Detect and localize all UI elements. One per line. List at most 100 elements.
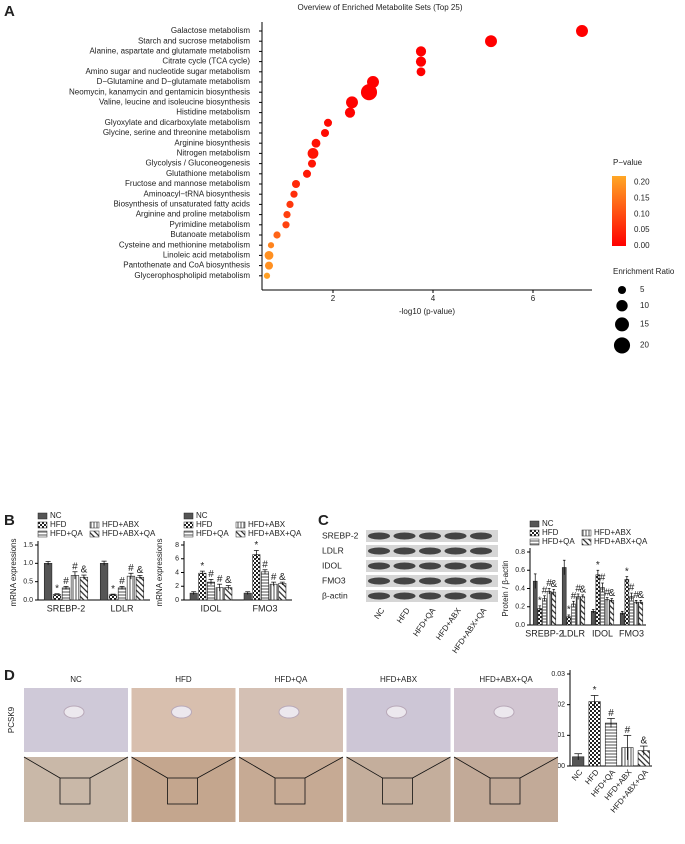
category-label: Valine, leucine and isoleucine biosynthe… [99,98,250,107]
blot-band [393,592,416,600]
bar [638,601,644,626]
significance-mark: * [200,561,204,572]
significance-mark: # [63,576,69,587]
legend-swatch [37,530,48,538]
blot-band [393,547,416,555]
significance-mark: * [593,685,597,696]
bar [609,600,615,626]
significance-mark: & [225,575,232,586]
dot [415,56,427,67]
zoom-line [131,756,168,779]
vessel [171,705,192,719]
blot-band [368,577,390,585]
bar [261,571,269,601]
dot [311,138,321,148]
bar [198,572,207,601]
significance-mark: # [546,578,552,589]
bar [252,554,261,601]
dot [264,261,274,270]
significance-mark: * [567,605,571,616]
y-tick-label: 4 [175,569,179,576]
bar [278,583,287,601]
significance-mark: # [119,576,125,587]
category-label: Nitrogen metabolism [177,149,251,158]
dot [346,96,358,109]
category-label: Butanoate metabolism [170,230,250,239]
bar [604,599,610,626]
significance-mark: # [575,584,581,595]
dot [307,148,319,159]
bar [135,576,145,601]
category-label: Neomycin, kanamycin and gentamicin biosy… [69,87,250,96]
bar [561,567,567,626]
legend-label: NC [196,511,208,520]
legend-swatch [183,530,194,538]
dot [576,25,588,37]
blot-band [470,562,492,570]
zoom-line [304,756,344,779]
vessel [63,705,85,719]
zoom-box [274,777,306,805]
size-legend-dot [615,317,629,332]
legend-swatch [529,538,540,546]
blot-band [393,532,416,540]
image-row-label: PCSK9 [7,706,16,733]
panel-label: A [4,3,15,20]
blot-band [368,562,390,570]
size-legend-label: 10 [640,301,649,310]
size-legend-label: 15 [640,320,649,329]
micrograph-low [346,757,451,822]
dot [283,211,291,219]
size-legend-title: Enrichment Ratio [613,267,675,276]
significance-mark: # [633,590,639,601]
x-tick-label: LDLR [562,628,586,638]
significance-mark: # [128,563,134,574]
legend-label: HFD+ABX+QA [594,537,648,546]
y-tick-label: 1.5 [23,542,33,549]
legend-label: HFD+QA [196,529,229,538]
blot-band [470,577,492,585]
significance-mark: # [542,585,548,596]
panel-label: C [318,512,329,529]
legend-label: HFD+ABX [248,520,286,529]
blot-band [368,532,390,540]
zoom-box [59,777,91,805]
blot-band [419,547,441,555]
color-tick-label: 0.00 [634,241,650,250]
zoom-line [238,756,276,779]
dot [320,128,330,138]
y-tick-label: 0.5 [23,579,33,586]
legend-label: HFD [196,520,213,529]
category-label: Histidine metabolism [176,108,250,117]
zoom-line [412,756,451,779]
color-tick-label: 0.10 [634,209,650,218]
x-axis-title: -log10 (p-value) [399,307,455,316]
bar [604,722,618,767]
significance-mark: # [600,573,606,584]
significance-mark: & [550,579,557,590]
y-tick-label: 6 [175,556,179,563]
y-tick-label: 0.6 [515,567,525,574]
category-label: Glycolysis / Gluconeogenesis [146,159,251,168]
bar [70,575,80,601]
blot-band [470,547,492,555]
bar [542,598,547,626]
blot-row-label: IDOL [322,560,342,570]
category-label: Linoleic acid metabolism [163,251,250,260]
legend-swatch [529,520,540,528]
size-legend-label: 5 [640,285,645,294]
y-tick-label: 0.00 [551,763,565,770]
category-label: Alanine, aspartate and glutamate metabol… [89,47,250,56]
chart-title: Overview of Enriched Metabolite Sets (To… [298,3,463,12]
legend-label: HFD+ABX+QA [248,529,302,538]
dot [291,179,301,189]
y-axis-title: mRNA expressions [155,538,164,606]
category-label: Citrate cycle (TCA cycle) [162,57,250,66]
y-tick-label: 0.02 [551,702,565,709]
bar [79,576,89,601]
dot [416,67,426,77]
bar [571,603,576,626]
significance-mark: & [637,590,644,601]
dot [263,272,271,279]
